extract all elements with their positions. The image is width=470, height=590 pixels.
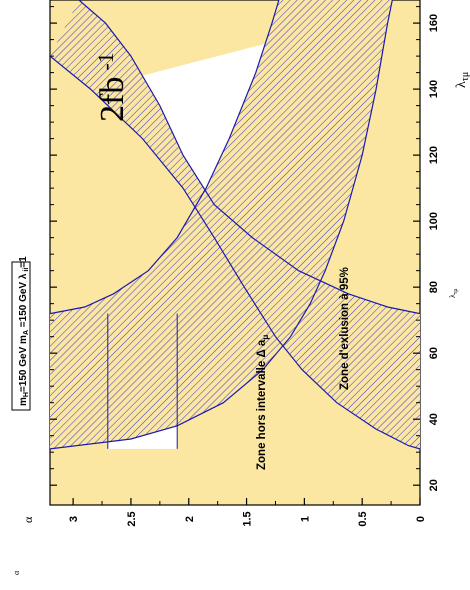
x-tick-label: 60 xyxy=(428,347,440,359)
x-tick-label: 20 xyxy=(428,479,440,491)
chart-regions xyxy=(50,0,420,450)
contour-left-band-inner xyxy=(50,0,280,315)
y-axis-title-text: α xyxy=(21,516,35,523)
x-axis-title: λτμ xyxy=(454,72,470,88)
y-axis-title: α xyxy=(21,516,35,523)
parameter-box: mH=150 GeV mA =150 GeV λ ii=1 xyxy=(11,256,31,411)
y-axis-mid-label: α xyxy=(12,570,21,575)
annotation-exclusion-text: Zone d'exlusion à 95% xyxy=(339,267,351,390)
x-axis-title-text: λτμ xyxy=(454,72,470,88)
luminosity-label: 2fb-1 xyxy=(93,52,131,122)
x-tick-label: 40 xyxy=(428,413,440,425)
annotation-exclusion-zone: Zone d'exlusion à 95% xyxy=(339,267,351,390)
y-tick-label: 1.5 xyxy=(242,511,254,526)
x-tick-label: 140 xyxy=(428,80,440,98)
x-tick-label: 80 xyxy=(428,281,440,293)
y-tick-label: 3 xyxy=(68,516,80,522)
x-tick-label: 120 xyxy=(428,146,440,164)
parameter-box-frame xyxy=(11,261,31,411)
y-tick-label: 2.5 xyxy=(126,511,138,526)
x-axis-mid-label-text: λτμ xyxy=(448,288,459,298)
contour-right-band-inner xyxy=(78,0,420,315)
parameter-box-text: mH=150 GeV mA =150 GeV λ ii=1 xyxy=(18,256,30,406)
luminosity-text: 2fb-1 xyxy=(93,52,131,122)
contour-right-band-outer xyxy=(50,55,420,450)
x-tick-label: 100 xyxy=(428,212,440,230)
x-tick-label: 160 xyxy=(428,14,440,32)
y-tick-label: 1 xyxy=(299,516,311,522)
y-tick-label: 0.5 xyxy=(357,511,369,526)
chart-axes: 20 40 60 80 100 120 140 160 0 0.5 1 1.5 2 2.5 3 xyxy=(50,6,440,527)
x-axis-mid-label: λτμ xyxy=(448,288,459,298)
annotation-allowed-zone: Zone hors intervalle Δ aμ xyxy=(256,335,270,470)
exclusion-band-right xyxy=(50,0,420,449)
annotation-allowed-text: Zone hors intervalle Δ aμ xyxy=(256,335,270,470)
y-tick-label: 2 xyxy=(184,516,196,522)
y-tick-label: 0 xyxy=(415,516,427,522)
y-axis-mid-label-text: α xyxy=(12,570,21,575)
